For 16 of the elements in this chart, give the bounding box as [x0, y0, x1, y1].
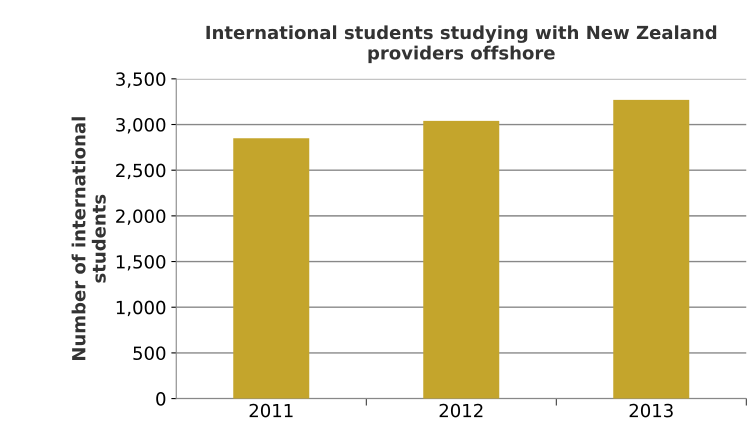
- y-tick-label: 1,000: [116, 300, 166, 316]
- y-tick-label: 0: [156, 392, 166, 406]
- y-tick-label: 3,000: [116, 118, 166, 134]
- x-tick-label: 2012: [440, 404, 482, 418]
- chart-title: International students studying with New Zealand providers offshore: [206, 25, 716, 64]
- bar: [423, 120, 500, 399]
- y-tick-label: 3,500: [116, 72, 166, 88]
- bar: [233, 138, 310, 399]
- x-tick-label: 2013: [630, 404, 673, 418]
- y-axis-title: Number of international students: [72, 117, 106, 360]
- y-tick-label: 2,500: [116, 164, 166, 180]
- y-tick-label: 500: [133, 346, 166, 360]
- y-tick-label: 2,000: [116, 209, 166, 225]
- bar: [613, 100, 690, 399]
- x-tick-label: 2011: [250, 404, 293, 418]
- y-tick-label: 1,500: [116, 255, 166, 271]
